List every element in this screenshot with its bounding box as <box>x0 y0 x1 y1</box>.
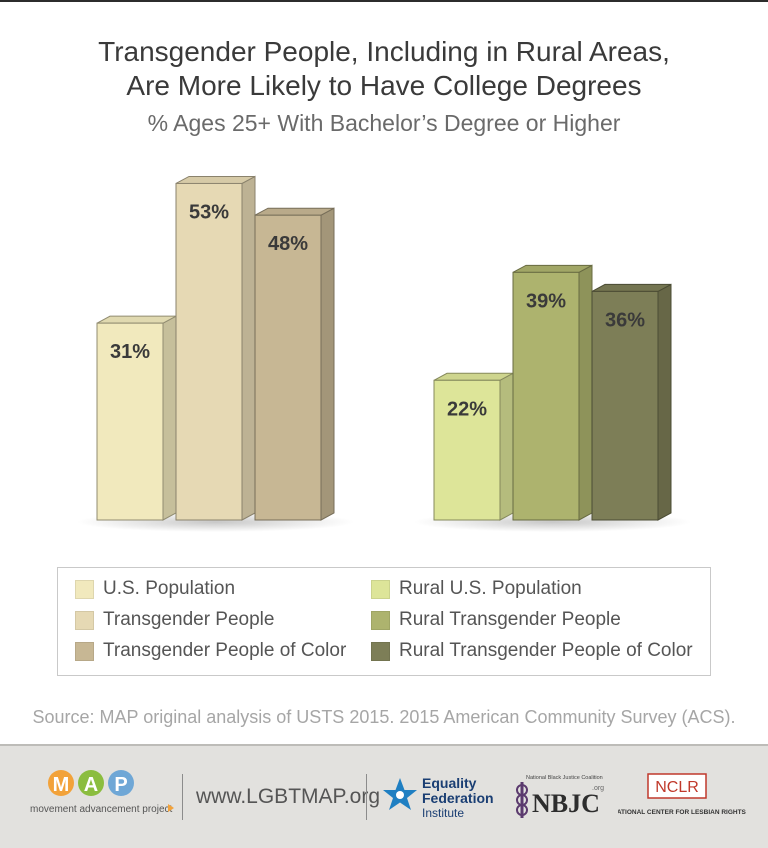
footer-bar: M A P movement advancement project www.L… <box>0 744 768 848</box>
bar-side-face <box>320 207 335 521</box>
nclr-logo[interactable]: NCLR NATIONAL CENTER FOR LESBIAN RIGHTS <box>618 770 748 822</box>
svg-text:NATIONAL CENTER FOR LESBIAN RI: NATIONAL CENTER FOR LESBIAN RIGHTS <box>618 809 747 816</box>
svg-text:Federation: Federation <box>422 790 494 806</box>
bar-side-face <box>499 372 514 521</box>
source-note: Source: MAP original analysis of USTS 20… <box>32 707 736 727</box>
bar-top-face <box>512 264 593 273</box>
svg-text:Equality: Equality <box>422 775 477 791</box>
website-link[interactable]: www.LGBTMAP.org <box>196 785 381 808</box>
bar-front-face <box>254 214 322 521</box>
bar-data-label: 31% <box>110 341 150 363</box>
legend-item-rural-transgender-people: Rural Transgender People <box>371 609 621 631</box>
legend-label: Rural Transgender People <box>399 609 621 630</box>
bar-data-label: 36% <box>605 309 645 331</box>
footer-divider <box>366 774 367 820</box>
bar-data-label: 22% <box>447 398 487 420</box>
bar-data-label: 48% <box>268 233 308 255</box>
legend-label: Rural U.S. Population <box>399 578 582 599</box>
legend-swatch <box>75 641 94 661</box>
legend-item-rural-us-population: Rural U.S. Population <box>371 578 582 600</box>
bar-rural-transgender-people-of-color: 36% <box>591 283 672 521</box>
legend-label: Transgender People <box>103 609 275 630</box>
svg-text:M: M <box>53 774 70 796</box>
chart-title-line-2: Are More Likely to Have College Degrees <box>126 70 642 101</box>
bar-transgender-people-of-color: 48% <box>254 207 335 521</box>
top-rule <box>0 0 768 2</box>
bar-front-face <box>591 290 659 521</box>
bar-side-face <box>162 315 177 521</box>
bar-front-face <box>96 322 164 521</box>
bar-top-face <box>254 207 335 216</box>
bar-data-label: 39% <box>526 290 566 312</box>
bar-side-face <box>657 283 672 521</box>
bar-front-face <box>512 271 580 521</box>
svg-text:movement advancement project: movement advancement project <box>30 804 173 815</box>
chart-title-line-1: Transgender People, Including in Rural A… <box>98 36 670 67</box>
legend-swatch <box>75 610 94 630</box>
map-logo[interactable]: M A P movement advancement project <box>26 768 176 820</box>
svg-text:Institute: Institute <box>422 806 464 820</box>
chart-subtitle: % Ages 25+ With Bachelor’s Degree or Hig… <box>147 110 621 136</box>
bar-top-face <box>591 283 672 292</box>
legend-item-transgender-people-of-color: Transgender People of Color <box>75 640 346 662</box>
bar-u-s-population: 31% <box>96 315 177 521</box>
svg-text:P: P <box>114 774 127 796</box>
bar-chart: 31% 53% 48% 22% 39% 36% <box>77 175 691 532</box>
legend-item-transgender-people: Transgender People <box>75 609 274 631</box>
legend-swatch <box>371 579 390 599</box>
bar-transgender-people: 53% <box>175 175 256 521</box>
legend: U.S. Population Rural U.S. Population Tr… <box>57 567 711 676</box>
footer-divider <box>182 774 183 820</box>
legend-label: Rural Transgender People of Color <box>399 640 693 661</box>
legend-label: U.S. Population <box>103 578 236 599</box>
bar-top-face <box>175 175 256 184</box>
legend-label: Transgender People of Color <box>103 640 347 661</box>
bar-top-face <box>96 315 177 324</box>
svg-text:NCLR: NCLR <box>655 779 699 796</box>
legend-swatch <box>371 610 390 630</box>
svg-text:NBJC: NBJC <box>532 789 600 818</box>
nbjc-logo[interactable]: National Black Justice Coalition NBJC .o… <box>512 770 612 826</box>
bar-front-face <box>433 379 501 521</box>
bar-rural-transgender-people: 39% <box>512 264 593 521</box>
legend-swatch <box>75 579 94 599</box>
svg-text:A: A <box>84 774 98 796</box>
legend-item-us-population: U.S. Population <box>75 578 235 600</box>
svg-text:National Black Justice Coaliti: National Black Justice Coalition <box>526 775 603 781</box>
legend-swatch <box>371 641 390 661</box>
bar-side-face <box>241 175 256 521</box>
equality-federation-logo[interactable]: Equality Federation Institute <box>380 772 500 824</box>
bar-side-face <box>578 264 593 521</box>
bar-rural-u-s-population: 22% <box>433 372 514 521</box>
bar-data-label: 53% <box>189 201 229 223</box>
svg-text:.org: .org <box>592 785 604 792</box>
bar-front-face <box>175 182 243 521</box>
bar-top-face <box>433 372 514 381</box>
legend-item-rural-transgender-people-of-color: Rural Transgender People of Color <box>371 640 693 662</box>
